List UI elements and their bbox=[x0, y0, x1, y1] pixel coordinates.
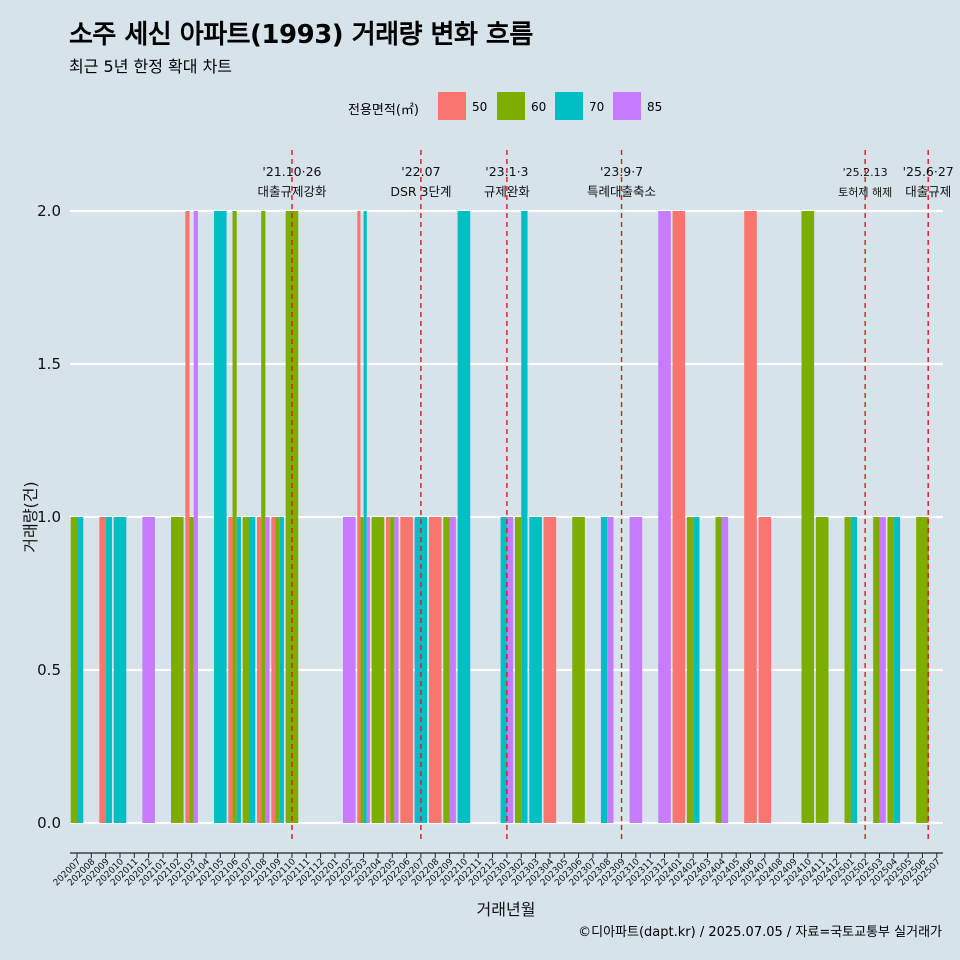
y-tick-label: 1.5 bbox=[37, 355, 61, 373]
bar-202306-60 bbox=[572, 517, 585, 823]
annotation-label: 토허제 해제 bbox=[838, 185, 892, 199]
legend-label-50: 50 bbox=[472, 100, 488, 114]
bar-202203-60 bbox=[360, 517, 364, 823]
bar-202105-70 bbox=[214, 211, 227, 823]
x-axis-title: 거래년월 bbox=[477, 900, 536, 919]
y-tick-label: 2.0 bbox=[37, 202, 61, 220]
annotation-date: '25.6·27 bbox=[903, 164, 954, 179]
bar-202009-70 bbox=[105, 517, 112, 823]
bar-202007-70 bbox=[77, 517, 84, 823]
bar-202207-70 bbox=[414, 517, 428, 823]
bar-202404-85 bbox=[721, 517, 729, 823]
legend-title: 전용면적(㎡) bbox=[348, 103, 419, 118]
bar-202102-60 bbox=[171, 517, 184, 823]
bar-202407-50 bbox=[758, 517, 772, 823]
chart-title: 소주 세신 아파트(1993) 거래량 변화 흐름 bbox=[69, 20, 533, 50]
bar-202103-85 bbox=[193, 211, 198, 823]
bar-202304-50 bbox=[543, 517, 557, 823]
bar-202109-60 bbox=[275, 517, 280, 823]
bar-202312-85 bbox=[658, 211, 671, 823]
chart-subtitle: 최근 5년 한정 확대 차트 bbox=[69, 57, 233, 76]
bar-202204-60 bbox=[371, 517, 385, 823]
bar-202205-50 bbox=[385, 517, 391, 823]
bar-202110-60 bbox=[285, 211, 299, 823]
bar-202206-50 bbox=[400, 517, 413, 823]
legend-label-85: 85 bbox=[647, 100, 663, 114]
bar-202302-60 bbox=[514, 517, 522, 823]
bar-202410-60 bbox=[801, 211, 815, 823]
y-axis-title: 거래량(건) bbox=[21, 481, 40, 552]
bar-202107-60 bbox=[242, 517, 249, 823]
y-tick-label: 0.5 bbox=[37, 661, 61, 679]
bar-202404-60 bbox=[715, 517, 722, 823]
bar-202402-60 bbox=[686, 517, 694, 823]
annotation-date: '23.1·3 bbox=[485, 164, 528, 179]
bar-202010-70 bbox=[113, 517, 127, 823]
bar-202203-85 bbox=[366, 517, 370, 823]
bar-202205-85 bbox=[394, 517, 399, 823]
legend-key-60 bbox=[497, 92, 525, 120]
bar-202012-85 bbox=[142, 517, 155, 823]
bar-202205-60 bbox=[390, 517, 395, 823]
bar-202503-85 bbox=[879, 517, 886, 823]
bar-202308-85 bbox=[607, 517, 614, 823]
annotation-label: 규제완화 bbox=[484, 184, 531, 199]
bar-202504-70 bbox=[893, 517, 901, 823]
bar-202203-50 bbox=[357, 211, 361, 823]
bar-202103-60 bbox=[189, 517, 194, 823]
bar-202504-60 bbox=[887, 517, 894, 823]
legend-key-85 bbox=[613, 92, 641, 120]
annotation-label: DSR 3단계 bbox=[390, 184, 451, 199]
legend-label-70: 70 bbox=[589, 100, 605, 114]
annotation-label: 특례대출축소 bbox=[587, 184, 656, 199]
bar-202301-70 bbox=[500, 517, 507, 823]
bar-202203-70 bbox=[363, 211, 367, 823]
bar-202308-70 bbox=[600, 517, 608, 823]
annotation-date: '22.07 bbox=[401, 164, 440, 179]
bar-202106-50 bbox=[228, 517, 233, 823]
legend-label-60: 60 bbox=[531, 100, 547, 114]
bar-202108-50 bbox=[256, 517, 262, 823]
bar-202107-70 bbox=[248, 517, 256, 823]
bar-202406-50 bbox=[744, 211, 757, 823]
bar-202310-85 bbox=[629, 517, 643, 823]
annotation-date: '23.9·7 bbox=[600, 164, 643, 179]
legend-key-50 bbox=[438, 92, 466, 120]
annotation-label: 대출규제강화 bbox=[257, 184, 327, 199]
bar-202103-50 bbox=[185, 211, 190, 823]
bar-202208-50 bbox=[428, 517, 442, 823]
bar-202209-60 bbox=[443, 517, 450, 823]
bar-202501-60 bbox=[844, 517, 851, 823]
annotation-date: '25.2.13 bbox=[843, 166, 888, 179]
bar-202209-85 bbox=[449, 517, 456, 823]
bar-202411-60 bbox=[815, 517, 829, 823]
bar-202009-50 bbox=[99, 517, 106, 823]
bar-202108-85 bbox=[265, 517, 270, 823]
bar-202007-60 bbox=[70, 517, 77, 823]
legend: 전용면적(㎡) 50 60 70 85 bbox=[0, 92, 960, 122]
annotation-date: '21.10·26 bbox=[262, 164, 321, 179]
bar-202503-60 bbox=[873, 517, 880, 823]
bar-202402-70 bbox=[693, 517, 700, 823]
bar-202210-70 bbox=[457, 211, 471, 823]
legend-key-70 bbox=[555, 92, 583, 120]
bar-202108-60 bbox=[261, 211, 266, 823]
bar-202109-50 bbox=[271, 517, 276, 823]
bar-202202-85 bbox=[342, 517, 356, 823]
bar-202303-70 bbox=[529, 517, 542, 823]
y-tick-label: 1.0 bbox=[37, 508, 61, 526]
bar-202501-70 bbox=[850, 517, 858, 823]
bar-202106-60 bbox=[232, 211, 237, 823]
chart-caption: ©디아파트(dapt.kr) / 2025.07.05 / 자료=국토교통부 실… bbox=[578, 925, 942, 940]
bar-202106-70 bbox=[236, 517, 241, 823]
annotation-label: 대출규제 bbox=[905, 184, 951, 199]
y-tick-label: 0.0 bbox=[37, 814, 61, 832]
bar-202302-70 bbox=[521, 211, 528, 823]
bar-202109-70 bbox=[279, 517, 284, 823]
bar-202301-85 bbox=[506, 517, 514, 823]
bar-202401-50 bbox=[672, 211, 686, 823]
bar-202506-60 bbox=[916, 517, 929, 823]
